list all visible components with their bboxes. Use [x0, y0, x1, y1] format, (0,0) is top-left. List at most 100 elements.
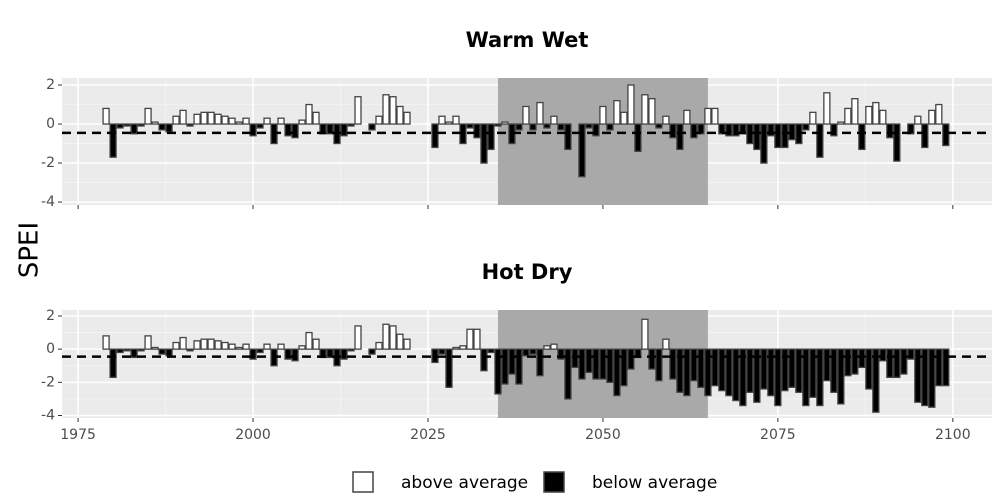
bar [774, 123, 782, 149]
bar [221, 115, 229, 125]
bar [809, 111, 817, 125]
bar [746, 123, 754, 145]
bar [893, 123, 901, 162]
x-tick-label: 2075 [760, 427, 796, 443]
bar [158, 123, 166, 131]
bar [305, 103, 313, 125]
bar [389, 96, 397, 125]
bar [214, 340, 222, 350]
bar [193, 113, 201, 125]
y-tick-label: 2 [46, 308, 55, 324]
bar [585, 123, 593, 129]
bar [928, 348, 936, 408]
bar [165, 348, 173, 357]
bar [144, 107, 152, 125]
bar [578, 123, 586, 178]
bar [396, 105, 404, 125]
bar [438, 115, 446, 125]
bar [788, 348, 796, 388]
bar [886, 348, 894, 379]
bar [466, 328, 474, 350]
bar [445, 121, 453, 125]
bar [837, 348, 845, 405]
bar [830, 348, 838, 393]
bar [130, 123, 138, 135]
bar [354, 96, 362, 125]
bar [795, 348, 803, 393]
bar [690, 348, 698, 382]
bar [340, 348, 348, 360]
y-tick-label: 2 [46, 77, 55, 93]
bar [312, 338, 320, 350]
bar [298, 345, 306, 350]
bar [907, 348, 915, 360]
bar [802, 123, 810, 131]
bar [641, 318, 649, 350]
legend-swatch [352, 471, 374, 493]
bar [193, 340, 201, 350]
bar [641, 94, 649, 125]
bar [781, 123, 789, 149]
bar [165, 123, 173, 133]
bar [823, 348, 831, 382]
bar [494, 348, 502, 395]
bar [872, 348, 880, 413]
bar [858, 123, 866, 151]
bar [487, 348, 495, 354]
bar [137, 348, 145, 352]
bar [774, 348, 782, 407]
bar [109, 123, 117, 158]
bar [473, 123, 481, 139]
bar [627, 84, 635, 125]
bar [382, 323, 390, 350]
bar [347, 348, 355, 352]
bar [109, 348, 117, 379]
bar [809, 348, 817, 398]
bar [865, 348, 873, 390]
bar [522, 105, 530, 125]
bar [620, 348, 628, 387]
bar [921, 123, 929, 149]
bar [802, 348, 810, 407]
y-tick-label: -4 [41, 408, 55, 424]
bar [935, 103, 943, 125]
bar [459, 345, 467, 350]
bar [186, 348, 194, 352]
bar [627, 348, 635, 370]
bar [207, 338, 215, 350]
bar [606, 348, 614, 383]
bar [312, 111, 320, 125]
bar [550, 115, 558, 125]
bar [690, 123, 698, 139]
bar [529, 123, 537, 131]
bar [830, 123, 838, 137]
bar [655, 123, 663, 129]
bar [228, 343, 236, 350]
bar [592, 123, 600, 137]
bar [823, 92, 831, 125]
bar [221, 341, 229, 350]
bar [179, 109, 187, 125]
bar [466, 123, 474, 129]
bar [249, 348, 257, 360]
bar [123, 348, 131, 352]
bar [291, 123, 299, 139]
bar [865, 105, 873, 125]
y-tick-label: -2 [41, 374, 55, 390]
bar [620, 111, 628, 125]
bar [123, 123, 131, 127]
bar [543, 123, 551, 129]
bar [634, 123, 642, 153]
bar [858, 348, 866, 369]
bar [935, 348, 943, 387]
bar [914, 115, 922, 125]
bar [550, 343, 558, 350]
bar [263, 343, 271, 350]
bar [725, 123, 733, 137]
bar [564, 123, 572, 151]
bar [494, 123, 502, 127]
bar [571, 348, 579, 369]
bar [347, 123, 355, 127]
bar [816, 123, 824, 158]
bar [851, 98, 859, 125]
